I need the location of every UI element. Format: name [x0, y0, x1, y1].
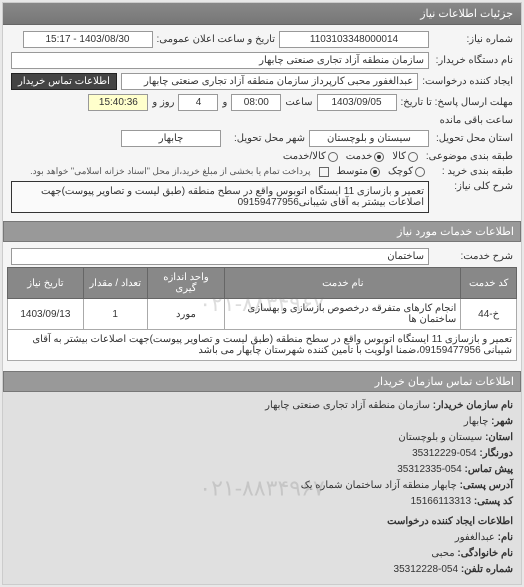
f-address: چابهار منطقه آزاد ساختمان شماره یک	[301, 480, 457, 491]
f-name: عبدالغفور	[455, 532, 495, 543]
need-no-value: 1103103348000014	[279, 31, 429, 48]
th-qty: تعداد / مقدار	[83, 268, 147, 299]
f-address-label: آدرس پستی:	[460, 480, 513, 491]
summary-label: شرح کلی نیاز:	[433, 181, 513, 192]
f-province: سیستان و بلوچستان	[398, 432, 482, 443]
services-table: کد خدمت نام خدمت واحد اندازه گیری تعداد …	[7, 267, 517, 361]
creator-label: ایجاد کننده درخواست:	[422, 76, 513, 87]
creator-section-label: اطلاعات ایجاد کننده درخواست	[387, 516, 513, 527]
f-province-label: استان:	[485, 432, 513, 443]
f-tel: 054-35312228	[394, 564, 459, 575]
f-phone: 054-35312335	[397, 464, 462, 475]
td-below-desc: تعمیر و بازسازی 11 ایستگاه اتوبوس واقع د…	[8, 330, 517, 361]
th-date: تاریخ نیاز	[8, 268, 84, 299]
f-family-label: نام خانوادگی:	[457, 548, 513, 559]
deadline-label: مهلت ارسال پاسخ: تا تاریخ:	[401, 97, 513, 108]
province-value: سیستان و بلوچستان	[309, 130, 429, 147]
td-name: انجام کارهای متفرقه درخصوص بازسازی و بهس…	[225, 299, 461, 330]
f-fax-label: دورنگار:	[479, 448, 513, 459]
services-area: شرح خدمت: ساختمان کد خدمت نام خدمت واحد …	[3, 242, 521, 365]
treasury-checkbox[interactable]	[319, 167, 329, 177]
size-small-radio[interactable]: کوچک	[388, 166, 425, 177]
service-label: شرح خدمت:	[433, 251, 513, 262]
f-tel-label: شماره تلفن:	[461, 564, 513, 575]
footer-block: نام سازمان خریدار: سازمان منطقه آزاد تجا…	[3, 392, 521, 584]
city-label: شهر محل تحویل:	[225, 133, 305, 144]
f-phone-label: پیش تماس:	[465, 464, 513, 475]
td-qty: 1	[83, 299, 147, 330]
panel-header: جزئیات اطلاعات نیاز	[3, 3, 521, 25]
f-city-label: شهر:	[491, 416, 513, 427]
size-label: طبقه بندی خرید :	[433, 166, 513, 177]
announce-label: تاریخ و ساعت اعلان عمومی:	[157, 34, 276, 45]
f-fax: 054-35312229	[412, 448, 477, 459]
td-date: 1403/09/13	[8, 299, 84, 330]
f-name-label: نام:	[498, 532, 513, 543]
creator-value: عبدالغفور محبی کارپرداز سازمان منطقه آزا…	[121, 73, 418, 90]
city-value: چابهار	[121, 130, 221, 147]
table-row: خ-44 انجام کارهای متفرقه درخصوص بازسازی …	[8, 299, 517, 330]
province-label: استان محل تحویل:	[433, 133, 513, 144]
buyer-value: سازمان منطقه آزاد تجاری صنعتی چابهار	[11, 52, 429, 69]
td-unit: مورد	[147, 299, 225, 330]
deadline-time: 08:00	[231, 94, 281, 111]
size-note: پرداخت تمام یا بخشی از مبلغ خرید،از محل …	[30, 166, 310, 177]
remain-label: ساعت باقی مانده	[440, 115, 513, 126]
f-postcode: 15166113313	[411, 496, 471, 507]
header-title: جزئیات اطلاعات نیاز	[420, 8, 513, 20]
table-desc-row: تعمیر و بازسازی 11 ایستگاه اتوبوس واقع د…	[8, 330, 517, 361]
remain-time: 15:40:36	[88, 94, 148, 111]
td-code: خ-44	[461, 299, 517, 330]
budget-service-radio[interactable]: خدمت	[346, 151, 385, 162]
days-val: 4	[178, 94, 218, 111]
budget-label: طبقه بندی موضوعی:	[426, 151, 513, 162]
th-name: نام خدمت	[225, 268, 461, 299]
org-name-label: نام سازمان خریدار:	[433, 400, 513, 411]
days-and: و	[222, 97, 227, 108]
budget-goods-radio[interactable]: کالا	[392, 151, 418, 162]
org-name: سازمان منطقه آزاد تجاری صنعتی چابهار	[265, 400, 430, 411]
f-postcode-label: کد پستی:	[474, 496, 513, 507]
f-city: چابهار	[464, 416, 489, 427]
buyer-label: نام دستگاه خریدار:	[433, 55, 513, 66]
th-unit: واحد اندازه گیری	[147, 268, 225, 299]
need-no-label: شماره نیاز:	[433, 34, 513, 45]
announce-value: 1403/08/30 - 15:17	[23, 31, 153, 48]
summary-text: تعمیر و بازسازی 11 ایستگاه اتوبوس واقع د…	[11, 181, 429, 213]
budget-both-radio[interactable]: کالا/خدمت	[283, 151, 338, 162]
services-section-title: اطلاعات خدمات مورد نیاز	[3, 221, 521, 242]
size-medium-radio[interactable]: متوسط	[337, 166, 380, 177]
service-value: ساختمان	[11, 248, 429, 265]
footer-section-title: اطلاعات تماس سازمان خریدار	[3, 371, 521, 392]
time-label1: ساعت	[285, 97, 312, 108]
contact-buyer-button[interactable]: اطلاعات تماس خریدار	[11, 73, 117, 90]
f-family: محبی	[431, 548, 454, 559]
days-unit: روز و	[152, 97, 174, 108]
deadline-date: 1403/09/05	[317, 94, 397, 111]
th-code: کد خدمت	[461, 268, 517, 299]
